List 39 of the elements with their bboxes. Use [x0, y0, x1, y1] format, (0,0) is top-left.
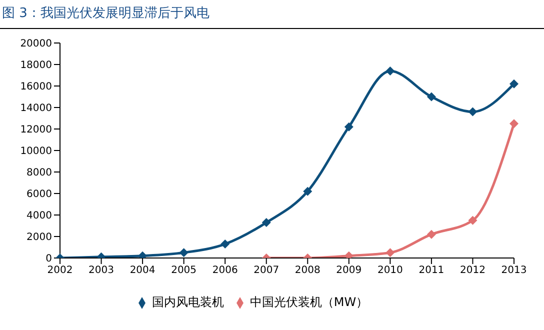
x-tick-label: 2006	[212, 265, 238, 276]
point	[220, 240, 230, 249]
x-tick-label: 2013	[501, 265, 527, 276]
point	[468, 216, 478, 225]
x-tick-label: 2005	[171, 265, 197, 276]
y-tick-label: 16000	[20, 82, 52, 93]
point	[386, 66, 395, 76]
y-tick-label: 2000	[26, 232, 52, 244]
x-tick-label: 2003	[88, 265, 114, 276]
point	[386, 248, 395, 258]
x-tick-label: 2004	[130, 265, 156, 276]
legend-label: 国内风电装机	[152, 295, 224, 309]
chart-title: 图 3：我国光伏发展明显滞后于风电	[0, 0, 544, 29]
y-tick-label: 0	[46, 254, 52, 265]
y-tick-label: 12000	[20, 124, 52, 136]
y-tick-label: 18000	[20, 60, 52, 72]
y-tick-label: 6000	[26, 189, 52, 200]
point	[468, 107, 478, 116]
y-tick-label: 4000	[26, 210, 52, 222]
x-tick-label: 2009	[336, 265, 362, 276]
x-tick-label: 2010	[377, 265, 403, 276]
x-tick-label: 2011	[418, 265, 444, 276]
x-tick-label: 2007	[254, 265, 280, 276]
y-tick-label: 20000	[20, 38, 52, 50]
point	[510, 119, 518, 128]
point	[510, 79, 518, 88]
y-tick-label: 8000	[26, 168, 52, 179]
point	[426, 92, 436, 102]
x-tick-label: 2012	[460, 265, 486, 276]
y-tick-label: 14000	[20, 103, 52, 114]
legend-label: 中国光伏装机（MW）	[250, 295, 368, 309]
point	[179, 248, 188, 258]
point	[426, 230, 436, 239]
point	[262, 218, 271, 228]
x-tick-label: 2008	[294, 265, 320, 276]
y-tick-label: 10000	[20, 146, 52, 158]
point	[344, 122, 354, 132]
x-tick-label: 2002	[47, 265, 73, 276]
point	[303, 186, 312, 196]
